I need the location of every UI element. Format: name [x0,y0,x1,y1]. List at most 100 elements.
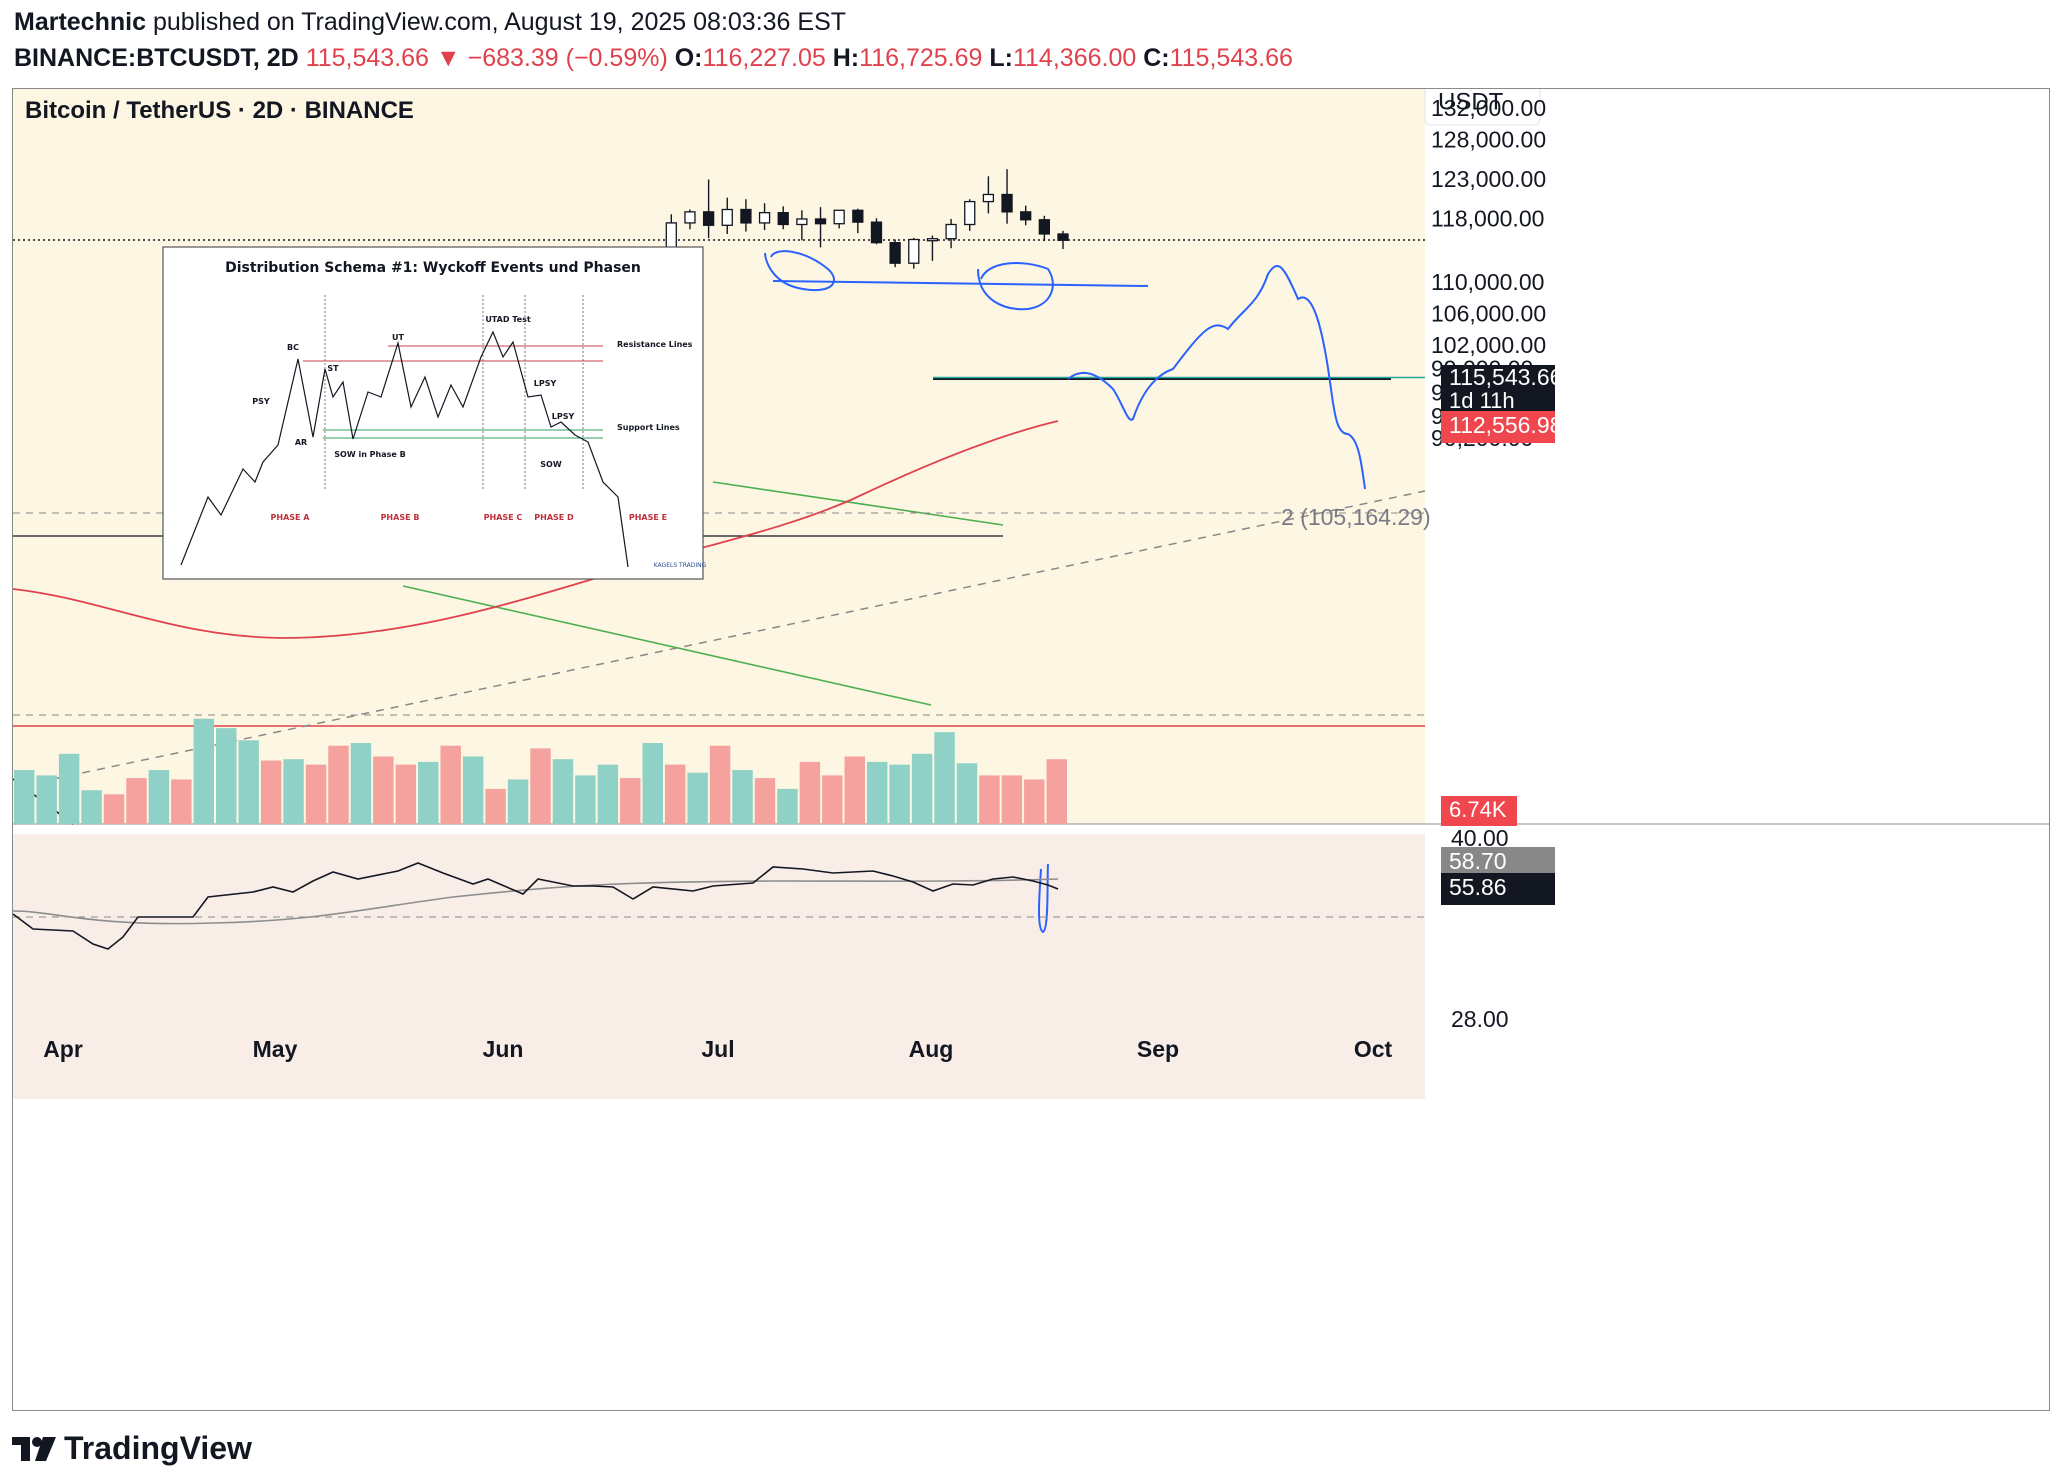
tradingview-footer[interactable]: TradingView [12,1430,252,1467]
wyckoff-event-label: LPSY [534,379,557,388]
tradingview-logo-icon [12,1436,56,1461]
wyckoff-event-label: AR [295,438,307,447]
candle-body [1020,211,1032,221]
low-label: L: [989,44,1013,72]
volume-bar [777,788,798,824]
volume-bar [575,775,596,824]
volume-bar [14,770,35,824]
volume-bar [866,761,888,824]
inset-frame [162,246,704,580]
candle-body [814,218,827,225]
volume-bar [148,770,170,824]
currency-button-box [1424,89,1541,126]
chart-title: Bitcoin / TetherUS · 2D · BINANCE [25,97,414,124]
wyckoff-event-label: UT [392,333,404,342]
candle-body [777,212,789,226]
candle-body [964,200,976,226]
candle-body [1038,219,1050,235]
volume-bar [260,760,282,824]
circle-drawing-2 [977,262,1054,311]
volume-bar [373,756,394,824]
volume-bar [462,756,484,824]
x-tick-label: Jul [701,1036,734,1062]
volume-bar [36,775,57,824]
candle-body [982,193,995,203]
volume-bar [328,745,349,824]
x-tick-label: May [253,1036,298,1062]
volume-bar [911,753,933,824]
volume-bar [844,756,865,824]
volume-bar [597,764,619,824]
symbol-info: BINANCE:BTCUSDT, 2D 115,543.66 ▼ −683.39… [14,44,1293,73]
author-name[interactable]: Martechnic [14,8,146,36]
last-price-badge-bg [1441,365,1555,415]
volume-bar [440,745,461,824]
volume-bar [709,745,731,824]
volume-bar [103,794,125,824]
x-tick-label: Jun [483,1036,524,1062]
candle-body [908,238,920,264]
rsi-tick-label: 40.00 [1451,825,1509,851]
candle-body [852,209,864,223]
publish-info: Martechnic published on TradingView.com,… [14,8,846,37]
volume-bar [664,764,686,824]
volume-bar [530,748,551,824]
wyckoff-event-label: SOW [540,460,562,469]
resistance-label: Resistance Lines [617,340,693,349]
green-trend-line-1 [402,585,932,706]
circle-drawing-1 [764,250,835,292]
volume-bar [350,743,372,824]
volume-bar [687,772,708,824]
last-price-badge-text: 115,543.66 [1449,364,1562,390]
phase-label: PHASE A [271,513,311,522]
chart-canvas[interactable]: Bitcoin / TetherUS · 2D · BINANCE USDT132… [13,89,2049,1410]
y-tick-label: 118,000.00 [1431,206,1544,232]
x-tick-label: Sep [1137,1036,1179,1062]
volume-badge: 6.74K [1441,796,1517,826]
x-tick-label: Aug [909,1036,954,1062]
x-tick-label: Oct [1354,1036,1393,1062]
volume-bar [507,779,529,824]
candle-body [702,211,715,226]
rsi-pane-bg [13,834,1425,1099]
wyckoff-event-label: LPSY [552,412,575,421]
chart-frame[interactable]: Bitcoin / TetherUS · 2D · BINANCE USDT 132… [12,88,2050,1411]
ma-value-badge: 112,556.98 [1441,411,1562,443]
volume-bar [732,770,753,824]
y-tick-label: 110,000.00 [1431,269,1544,295]
symbol-name: BINANCE:BTCUSDT, 2D [14,44,299,72]
open-value: 116,227.05 [702,44,826,72]
candle-body [796,218,808,226]
projection-path-drawing [1067,265,1366,490]
volume-bar [642,743,663,824]
candle-body [684,211,696,224]
kagels-logo: KAGELS TRADING [654,562,707,569]
volume-bar [395,764,417,824]
rsi-value-badge-text: 55.86 [1449,874,1507,900]
volume-bar [485,788,506,824]
volume-bar [934,732,955,824]
rsi-signal-line [13,878,1059,925]
volume-bar [171,779,192,824]
volume-bar [754,778,776,824]
volume-bar [238,740,259,824]
phase-label: PHASE C [484,513,523,522]
volume-bar [956,763,978,824]
candle-body [889,242,901,264]
wyckoff-price-path [180,330,629,568]
ma-value-badge-text: 112,556.98 [1449,412,1562,438]
volume-bar [889,764,910,824]
moving-average-line [13,420,1059,639]
volume-bar [58,753,80,824]
volume-bar [418,761,439,824]
volume-bar [799,761,821,824]
currency-button[interactable]: USDT [1424,89,1541,126]
rsi-tick-label: 28.00 [1451,1006,1509,1032]
rsi-value-badge-bg [1441,873,1555,905]
volume-bar [979,775,1000,824]
last-price: 115,543.66 [305,44,429,72]
fib-label: 2 (105,164.29) [1281,504,1431,530]
price-change: −683.39 (−0.59%) [467,44,668,72]
currency-label: USDT [1438,89,1504,115]
